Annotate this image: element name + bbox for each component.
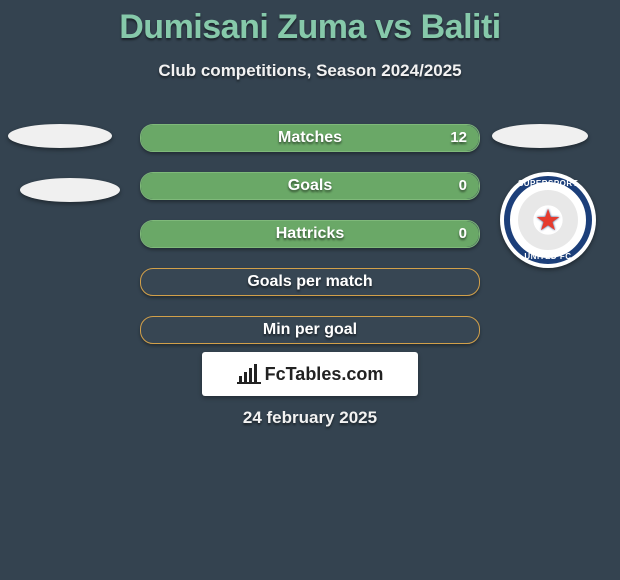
stat-value-right: 12 <box>450 125 467 151</box>
page-subtitle: Club competitions, Season 2024/2025 <box>0 61 620 81</box>
player-left-ellipse-1 <box>8 124 112 148</box>
player-left-ellipse-2 <box>20 178 120 202</box>
stat-row: Hattricks0 <box>140 220 480 248</box>
stat-fill-right <box>141 125 479 151</box>
stat-rows: Matches12 Goals0 Hattricks0 Goals per match… <box>140 124 480 364</box>
site-logo: FcTables.com <box>202 352 418 396</box>
club-badge-text-top: SUPERSPORT <box>500 179 596 188</box>
club-badge-inner: ★ <box>518 190 578 250</box>
stat-row: Min per goal <box>140 316 480 344</box>
stat-row: Matches12 <box>140 124 480 152</box>
bar-chart-icon <box>237 364 261 384</box>
club-badge: SUPERSPORT ★ UNITED FC <box>500 172 596 268</box>
stat-row: Goals per match <box>140 268 480 296</box>
stat-fill-right <box>141 173 479 199</box>
player-right-ellipse-1 <box>492 124 588 148</box>
club-badge-text-bottom: UNITED FC <box>500 252 596 261</box>
stat-label: Min per goal <box>141 317 479 343</box>
comparison-infographic: Dumisani Zuma vs Baliti Club competition… <box>0 0 620 580</box>
stat-value-right: 0 <box>459 173 467 199</box>
stat-label: Goals per match <box>141 269 479 295</box>
stat-fill-right <box>141 221 479 247</box>
site-logo-text: FcTables.com <box>265 364 384 385</box>
stat-row: Goals0 <box>140 172 480 200</box>
generation-date: 24 february 2025 <box>0 408 620 428</box>
page-title: Dumisani Zuma vs Baliti <box>0 0 620 47</box>
club-badge-star-icon: ★ <box>536 205 559 236</box>
stat-value-right: 0 <box>459 221 467 247</box>
